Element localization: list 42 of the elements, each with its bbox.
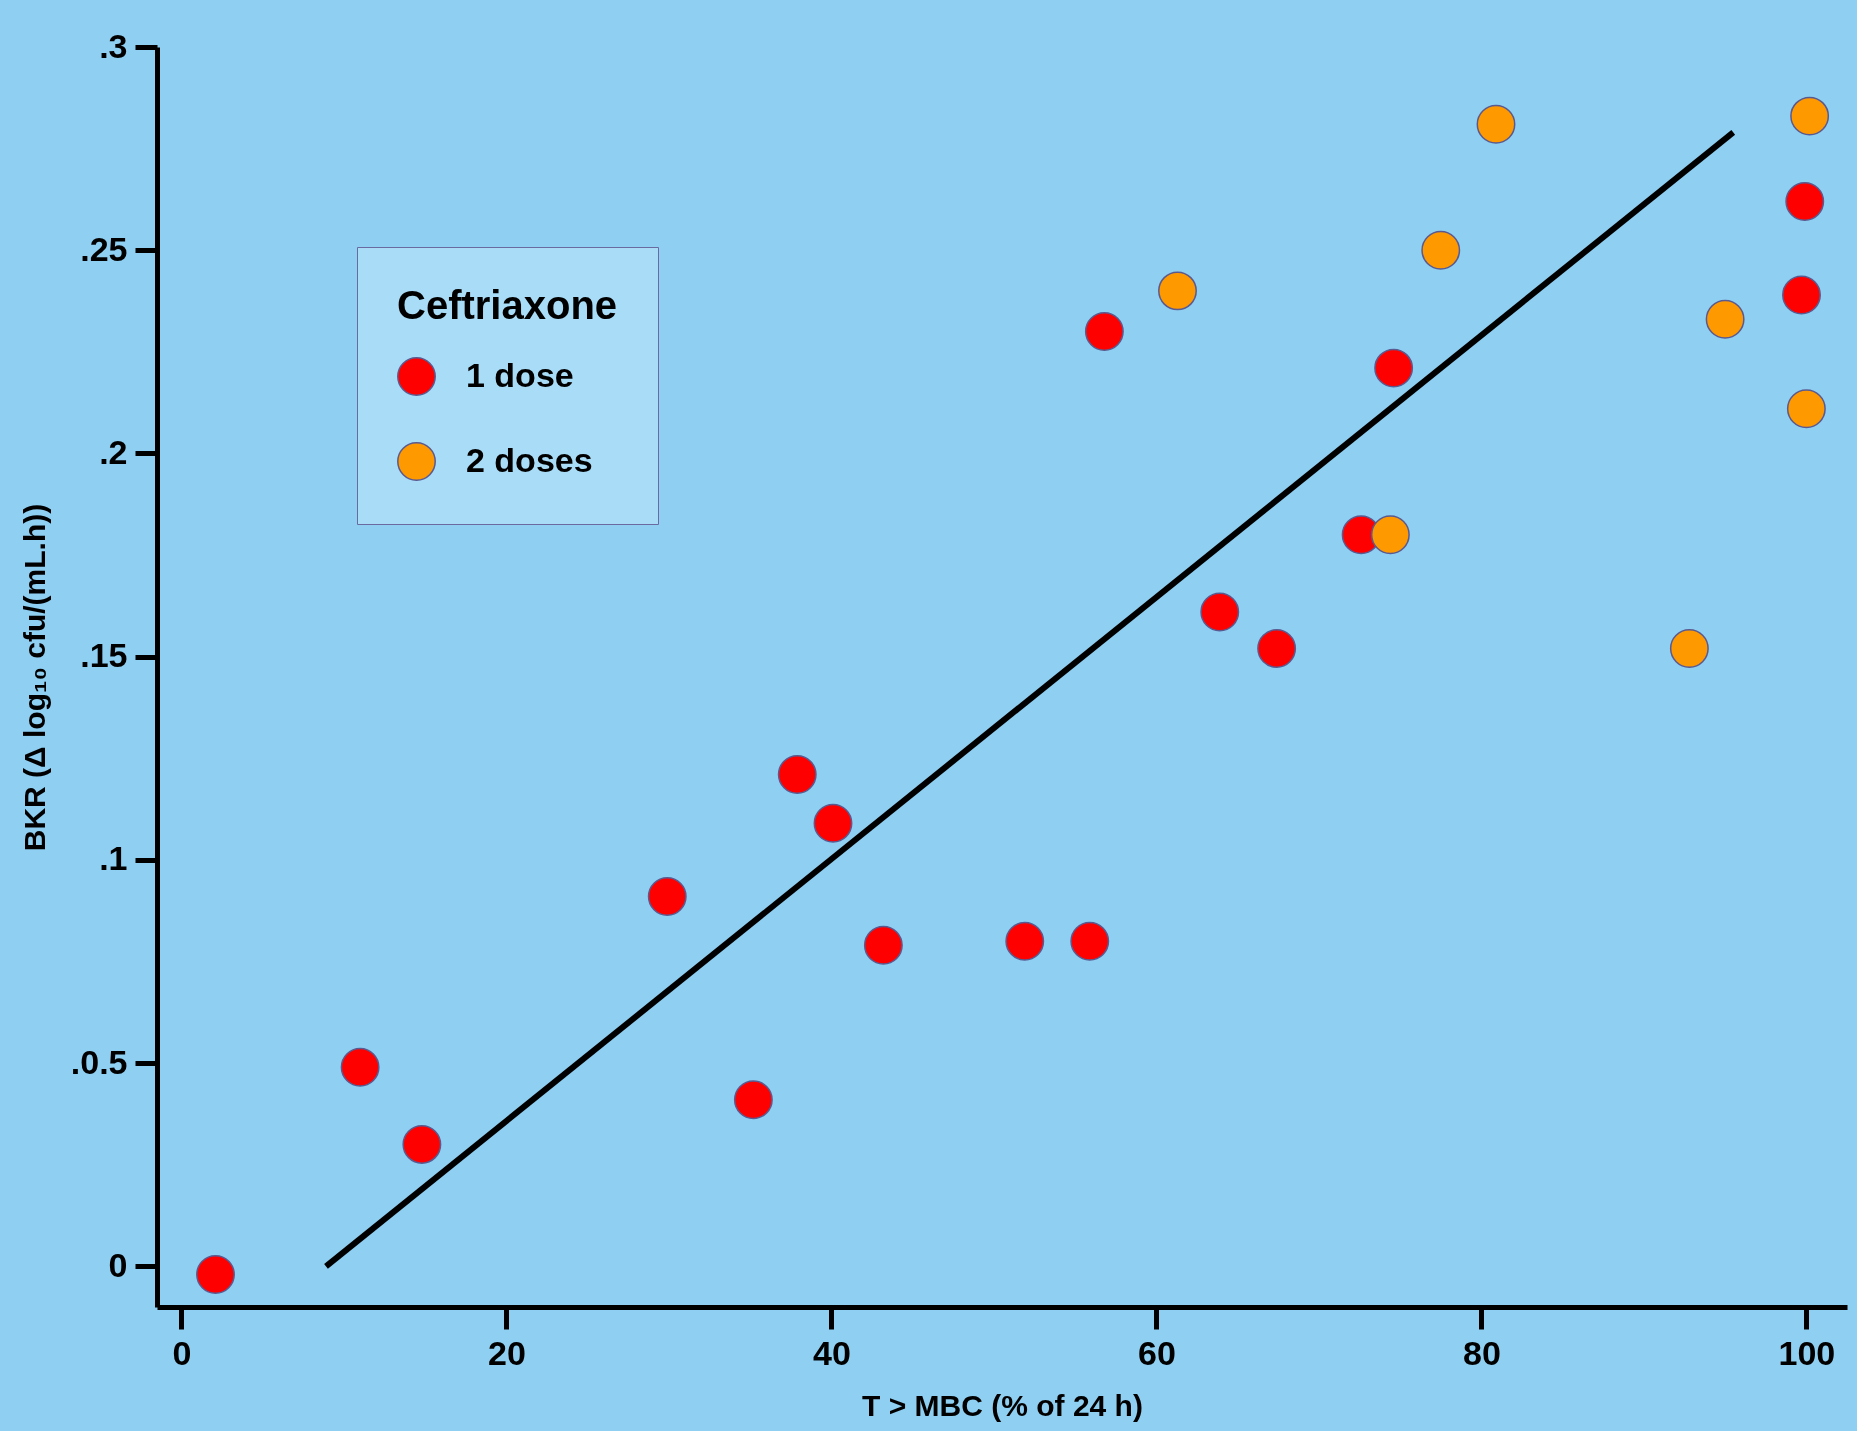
point: [1421, 230, 1461, 270]
point: [1782, 275, 1821, 315]
y-tick-label: .2: [99, 432, 128, 471]
y-axis-title: BKR (Δ log₁₀ cfu/(mL.h)): [17, 503, 51, 852]
point: [1070, 921, 1110, 961]
point: [402, 1125, 442, 1164]
point: [340, 1047, 380, 1087]
x-tick-label: 40: [812, 1333, 851, 1372]
x-tick-label: 60: [1137, 1333, 1176, 1372]
point: [1200, 592, 1240, 632]
y-tick-label: .1: [99, 839, 128, 878]
point: [733, 1080, 773, 1120]
point: [1476, 104, 1516, 144]
point: [1705, 299, 1745, 339]
point: [1005, 921, 1045, 961]
legend-label: 2 doses: [466, 440, 593, 479]
point: [1084, 312, 1124, 351]
y-tick-label: .25: [80, 229, 128, 268]
point: [1158, 271, 1197, 311]
point: [1790, 96, 1830, 136]
x-tick-label: 20: [487, 1333, 526, 1372]
x-tick-label: 100: [1778, 1333, 1836, 1372]
x-axis-title: T > MBC (% of 24 h): [862, 1388, 1143, 1422]
x-tick-label: 80: [1462, 1333, 1501, 1372]
y-tick-label: .3: [99, 26, 128, 65]
y-tick-label: .0.5: [70, 1042, 128, 1081]
y-tick-label: 0: [108, 1245, 128, 1284]
point: [863, 925, 903, 965]
legend-title: Ceftriaxone: [397, 283, 618, 327]
point: [1374, 348, 1414, 388]
y-tick-label: .15: [80, 636, 128, 675]
point: [1786, 389, 1826, 429]
point: [1370, 515, 1410, 555]
point: [1257, 629, 1297, 668]
point: [647, 877, 687, 916]
legend-label: 1 dose: [466, 355, 574, 394]
point: [813, 803, 853, 843]
x-tick-label: 0: [172, 1333, 192, 1372]
point: [1785, 182, 1825, 221]
point: [196, 1255, 235, 1294]
point: [777, 755, 817, 794]
point: [1669, 629, 1709, 668]
